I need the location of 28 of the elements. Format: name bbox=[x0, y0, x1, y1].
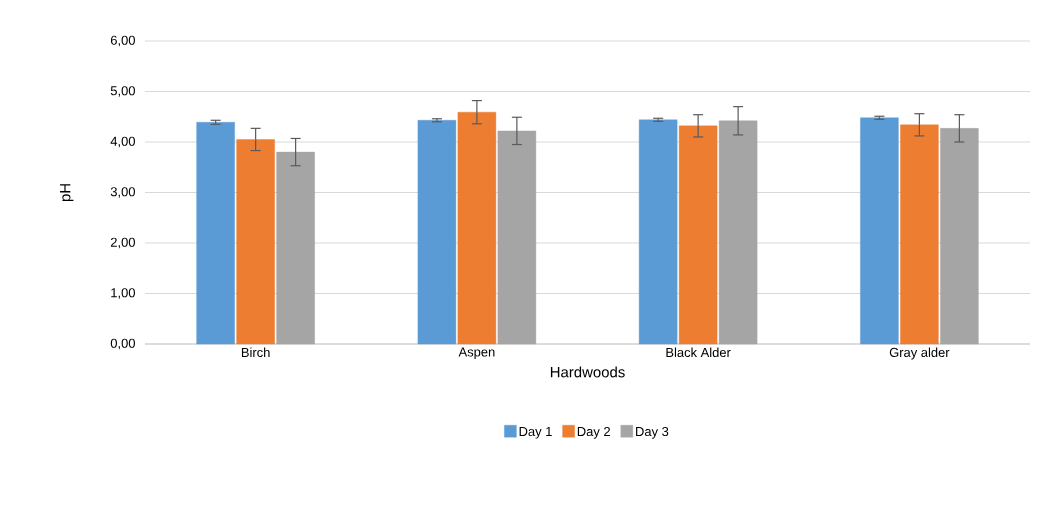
y-tick-label: 5,00 bbox=[110, 86, 135, 97]
y-tick-label: 4,00 bbox=[110, 136, 135, 148]
x-tick-label: Birch bbox=[241, 347, 270, 358]
bar bbox=[860, 117, 899, 345]
y-tick-label: 0,00 bbox=[110, 338, 135, 350]
bar bbox=[417, 120, 457, 345]
x-tick-label: Aspen bbox=[458, 347, 495, 360]
legend-label: Day 3 bbox=[636, 426, 669, 439]
x-axis-title: Hardwoods bbox=[550, 366, 625, 378]
bar bbox=[457, 111, 497, 345]
bar bbox=[276, 151, 315, 345]
bar bbox=[638, 119, 678, 345]
legend-label: Day 1 bbox=[519, 427, 552, 439]
y-tick-label: 6,00 bbox=[110, 35, 135, 47]
y-axis-title: pH bbox=[60, 184, 74, 202]
bar bbox=[236, 139, 275, 345]
x-tick-label: Gray alder bbox=[889, 347, 950, 360]
bar bbox=[940, 128, 979, 345]
bar bbox=[900, 124, 939, 345]
bar bbox=[497, 130, 537, 345]
y-tick-label: 1,00 bbox=[111, 288, 135, 299]
bar bbox=[678, 125, 718, 345]
bar bbox=[196, 122, 235, 345]
y-tick-label: 3,00 bbox=[110, 187, 135, 198]
y-tick-label: 2,00 bbox=[110, 237, 135, 249]
x-tick-label: Black Alder bbox=[666, 347, 731, 358]
bar bbox=[718, 120, 758, 345]
legend-label: Day 2 bbox=[577, 426, 610, 439]
